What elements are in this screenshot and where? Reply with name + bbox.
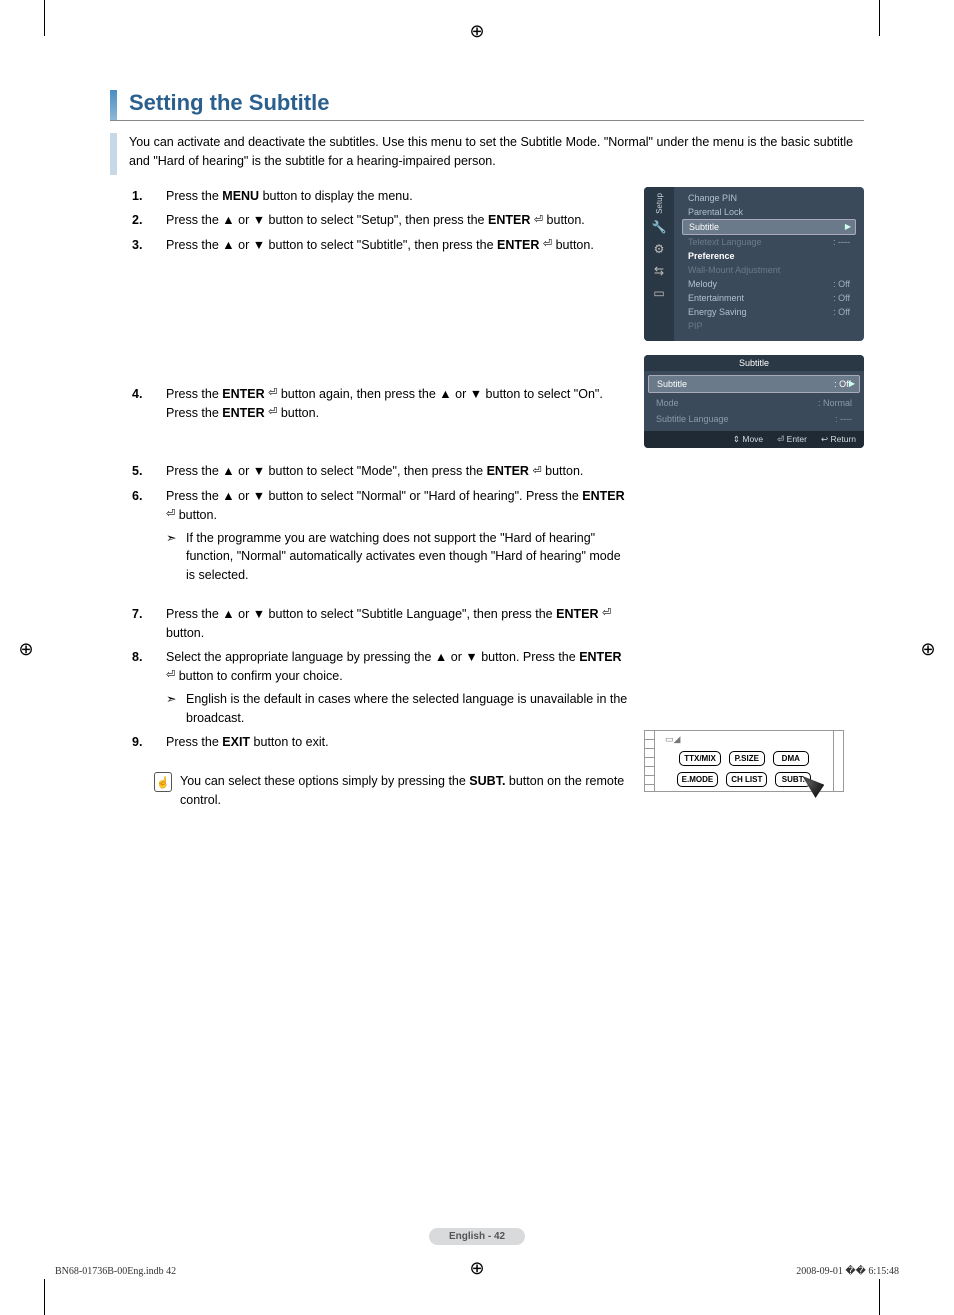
crop-mark (44, 0, 45, 36)
remote-right-edge (833, 731, 843, 791)
osd-row: Teletext Language: ---- (682, 235, 856, 249)
osd-setup-list: Change PINParental LockSubtitleTeletext … (674, 187, 864, 341)
step-text: Press the ▲ or ▼ button to select "Subti… (166, 238, 594, 252)
remote-tip-icon: ☝ (154, 772, 172, 792)
remote-btn-ttxmix: TTX/MIX (679, 751, 721, 766)
osd-subtitle-footer: ⇕ Move ⏎ Enter ↩ Return (644, 431, 864, 448)
step-text: Press the MENU button to display the men… (166, 189, 413, 203)
step-text: Press the ▲ or ▼ button to select "Norma… (166, 489, 625, 522)
remote-diagram: ▭◢ TTX/MIX P.SIZE DMA E.MODE CH LIST SUB… (644, 730, 844, 792)
section-intro: You can activate and deactivate the subt… (110, 133, 864, 175)
remote-left-edge (645, 731, 655, 791)
remote-btn-subt: SUBT. (775, 772, 811, 787)
intro-bar (110, 133, 117, 175)
doc-reference: BN68-01736B-00Eng.indb 42 (55, 1266, 176, 1277)
remote-btn-dma: DMA (773, 751, 809, 766)
step-2: 2.Press the ▲ or ▼ button to select "Set… (132, 211, 628, 230)
print-timestamp: 2008-09-01 �� 6:15:48 (796, 1266, 899, 1277)
osd-subtitle-menu: Subtitle Subtitle: Off Mode: NormalSubtit… (644, 355, 864, 448)
osd-sub-row: Subtitle: Off (648, 375, 860, 393)
footer-move: ⇕ Move (733, 434, 763, 445)
crop-mark (879, 1279, 880, 1315)
osd-row: Change PIN (682, 191, 856, 205)
remote-row-1: TTX/MIX P.SIZE DMA (661, 751, 827, 766)
registration-mark: ⊕ (15, 638, 37, 660)
step-4: 4.Press the ENTER ⏎ button again, then p… (132, 385, 628, 423)
wrench-icon: 🔧 (651, 219, 667, 235)
step-5: 5.Press the ▲ or ▼ button to select "Mod… (132, 462, 628, 481)
step-6: 6.Press the ▲ or ▼ button to select "Nor… (132, 487, 628, 585)
remote-btn-chlist: CH LIST (726, 772, 767, 787)
registration-mark: ⊕ (466, 20, 488, 42)
section-bar (110, 90, 117, 120)
plug-icon: ⇆ (651, 263, 667, 279)
step-6-note: If the programme you are watching does n… (166, 529, 628, 585)
osd-row: Preference (682, 249, 856, 263)
osd-row: Parental Lock (682, 205, 856, 219)
crop-mark (879, 0, 880, 36)
step-text: Press the ▲ or ▼ button to select "Setup… (166, 213, 585, 227)
step-text: Select the appropriate language by press… (166, 650, 622, 683)
step-text: Press the ENTER ⏎ button again, then pre… (166, 387, 603, 420)
step-8-note: English is the default in cases where th… (166, 690, 628, 728)
osd-sub-row: Subtitle Language: ---- (648, 411, 860, 427)
step-9: 9.Press the EXIT button to exit. (132, 733, 628, 752)
screen-icon: ▭ (651, 285, 667, 301)
step-text: Press the EXIT button to exit. (166, 735, 329, 749)
gear-icon: ⚙ (651, 241, 667, 257)
osd-sub-row: Mode: Normal (648, 395, 860, 411)
footer-enter: ⏎ Enter (777, 434, 807, 445)
section-title: Setting the Subtitle (129, 90, 329, 120)
remote-row-2: E.MODE CH LIST SUBT. (661, 772, 827, 787)
section-header: Setting the Subtitle (110, 90, 864, 121)
page-number-pill: English - 42 (429, 1228, 525, 1245)
osd-row: Energy Saving: Off (682, 305, 856, 319)
step-text: Press the ▲ or ▼ button to select "Subti… (166, 607, 611, 640)
osd-row: Subtitle (682, 219, 856, 235)
osd-setup-menu: Setup 🔧 ⚙ ⇆ ▭ Change PINParental LockSub… (644, 187, 864, 341)
tip-row: ☝ You can select these options simply by… (132, 772, 628, 810)
step-8: 8.Select the appropriate language by pre… (132, 648, 628, 727)
intro-text: You can activate and deactivate the subt… (129, 133, 864, 175)
remote-btn-psize: P.SIZE (729, 751, 765, 766)
registration-mark: ⊕ (917, 638, 939, 660)
footer-return: ↩ Return (821, 434, 856, 445)
page-footer: English - 42 (0, 1227, 954, 1245)
osd-row: PIP (682, 319, 856, 333)
osd-subtitle-list: Subtitle: Off Mode: NormalSubtitle Langua… (644, 371, 864, 431)
tip-text: You can select these options simply by p… (180, 772, 628, 810)
osd-subtitle-title: Subtitle (644, 355, 864, 371)
remote-btn-emode: E.MODE (677, 772, 719, 787)
osd-row: Melody: Off (682, 277, 856, 291)
print-footer: BN68-01736B-00Eng.indb 42 2008-09-01 �� … (55, 1266, 899, 1277)
osd-side-label: Setup (655, 193, 664, 214)
step-1: 1.Press the MENU button to display the m… (132, 187, 628, 206)
remote-top-icon: ▭◢ (665, 734, 680, 745)
crop-mark (44, 1279, 45, 1315)
osd-row: Wall-Mount Adjustment (682, 263, 856, 277)
step-text: Press the ▲ or ▼ button to select "Mode"… (166, 464, 583, 478)
step-3: 3.Press the ▲ or ▼ button to select "Sub… (132, 236, 628, 255)
osd-row: Entertainment: Off (682, 291, 856, 305)
step-7: 7.Press the ▲ or ▼ button to select "Sub… (132, 605, 628, 643)
